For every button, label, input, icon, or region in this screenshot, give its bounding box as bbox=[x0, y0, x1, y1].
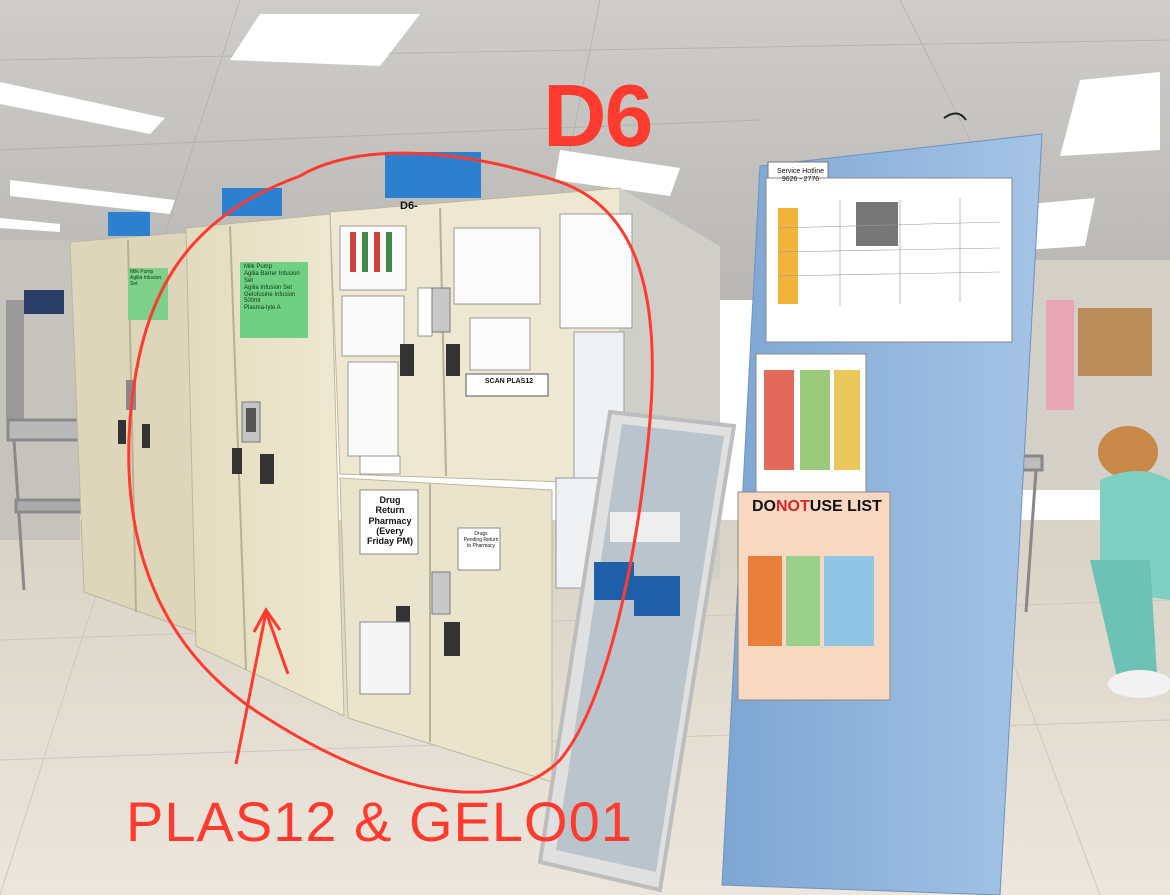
drugs-pending-sign: Drugs Pending Return to Pharmacy bbox=[463, 531, 499, 549]
caution-label bbox=[359, 455, 401, 475]
ceiling-grid bbox=[0, 0, 1170, 251]
small-sign bbox=[417, 287, 433, 337]
do-not-use-title: DONOTUSE LIST bbox=[752, 498, 882, 516]
drug-return-sign: Drug Return Pharmacy (Every Friday PM) bbox=[366, 495, 413, 547]
cabinet-tag: D6- bbox=[400, 200, 418, 212]
mirror-reflection bbox=[556, 424, 724, 872]
annotation-title: D6 bbox=[543, 66, 653, 165]
poster-chart-3 bbox=[347, 361, 399, 457]
poster-right bbox=[559, 213, 633, 329]
green-label-text: Milk Pump Agilia Barrer Infusion Set Agi… bbox=[244, 264, 300, 312]
scan-label: SCAN PLAS12 bbox=[484, 378, 534, 385]
do-not-use-red: NOT bbox=[776, 498, 810, 515]
nurse-figure bbox=[1090, 426, 1170, 698]
drugs-pending-sign-bg bbox=[457, 527, 501, 571]
red-circle-annotation bbox=[127, 151, 654, 794]
schedule-grid bbox=[777, 198, 1001, 306]
poster-chart-bars bbox=[350, 232, 392, 272]
keypad-lock-3 bbox=[431, 571, 451, 615]
poster-note bbox=[469, 317, 531, 371]
green-label-small-text: Milk Pump Agilia Infusion Set bbox=[130, 269, 162, 287]
color-table-bands bbox=[764, 370, 860, 470]
blue-tab bbox=[108, 212, 150, 236]
scan-label-bg bbox=[465, 373, 549, 397]
do-not-use-suffix: USE LIST bbox=[809, 498, 882, 515]
ceiling-lights bbox=[0, 14, 1160, 250]
bulletin-board bbox=[1078, 308, 1152, 376]
poster-chart bbox=[339, 225, 407, 291]
poster-table bbox=[453, 227, 541, 305]
poster-chart-2 bbox=[341, 295, 405, 357]
green-label-bg bbox=[240, 262, 308, 338]
keypad-lock-2 bbox=[431, 287, 451, 333]
keypad-lock bbox=[241, 401, 261, 443]
annotation-caption: PLAS12 & GELO01 bbox=[126, 790, 633, 853]
drug-return-sign-bg bbox=[359, 489, 419, 555]
service-hotline-sign: Service Hotline 9626 - 2776 bbox=[776, 168, 825, 184]
monitor-left bbox=[6, 290, 64, 420]
do-not-use-prefix: DO bbox=[752, 498, 776, 515]
blue-tab bbox=[385, 152, 481, 198]
red-arrow bbox=[234, 607, 290, 765]
do-not-use-bands bbox=[748, 556, 874, 646]
curtain-pink bbox=[1046, 300, 1074, 410]
poster-photo bbox=[359, 621, 411, 695]
